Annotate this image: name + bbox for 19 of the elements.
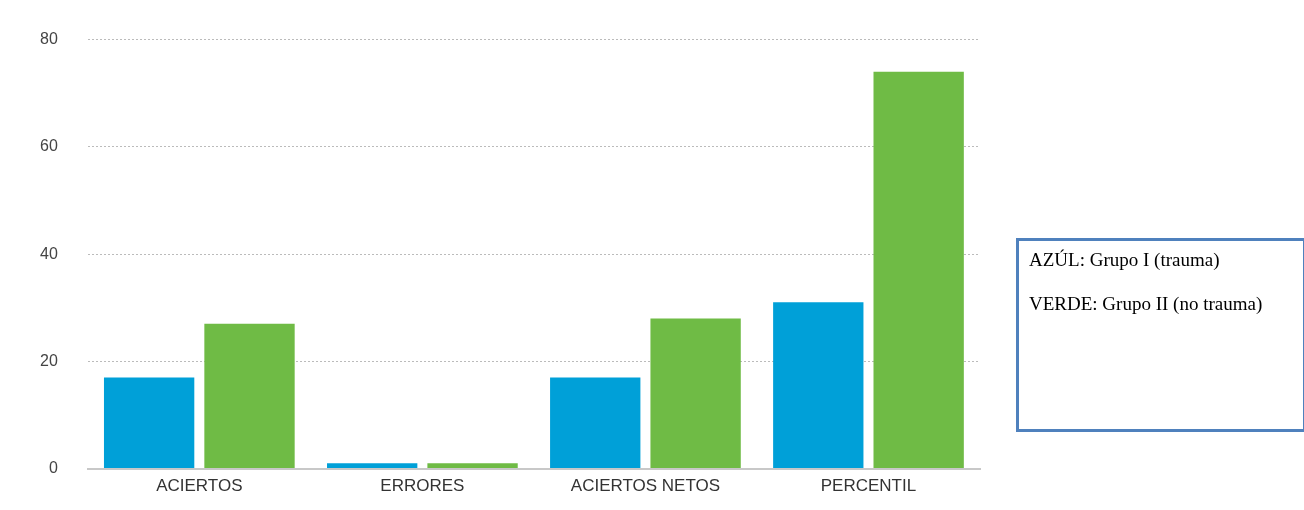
bar (773, 302, 864, 469)
y-tick-label: 40 (40, 244, 58, 262)
y-tick-label: 60 (40, 137, 58, 155)
text: VERDE: Grupo II (no trauma) (1029, 293, 1264, 315)
text: AZÚL: Grupo I (trauma) (1029, 249, 1221, 271)
bar (327, 463, 418, 469)
bar (103, 377, 195, 469)
x-tick-label: ERRORES (380, 476, 465, 496)
y-tick-label: 80 (40, 30, 58, 48)
bar (550, 377, 641, 469)
x-tick-label: ACIERTOS (156, 476, 243, 496)
bar (204, 323, 295, 469)
x-tick-label: ACIERTOS NETOS (570, 476, 721, 496)
x-tick-label: PERCENTIL (820, 476, 917, 496)
y-tick-label: 0 (48, 459, 58, 477)
y-tick-label: 20 (40, 351, 58, 369)
bar (427, 463, 518, 469)
bar (650, 318, 741, 469)
bar (873, 71, 964, 469)
